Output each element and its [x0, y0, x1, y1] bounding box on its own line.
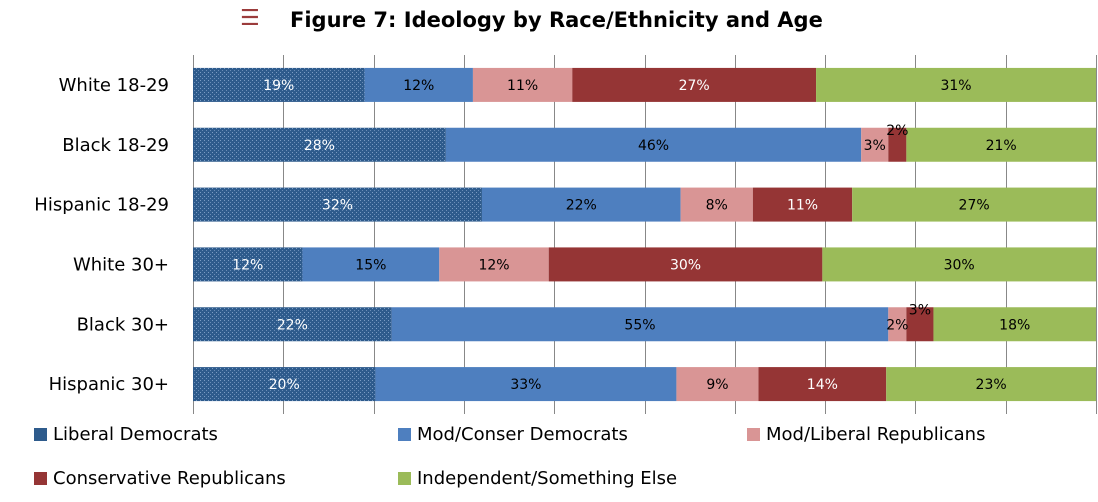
data-label: 11%: [787, 198, 818, 214]
bar-segment: [445, 127, 862, 162]
bar-segment: [906, 127, 1096, 162]
legend-label: Liberal Democrats: [53, 424, 218, 445]
legend-swatch: [34, 472, 47, 485]
data-label: 31%: [940, 78, 971, 94]
data-label: 11%: [507, 78, 538, 94]
bar-segment: [375, 367, 677, 402]
bar-segment: [852, 187, 1096, 222]
data-label: 27%: [679, 78, 710, 94]
bar-segment: [481, 187, 681, 222]
legend-swatch: [747, 428, 760, 441]
data-label: 18%: [999, 317, 1030, 333]
data-label: 30%: [944, 257, 975, 273]
legend-item: Independent/Something Else: [398, 468, 677, 489]
data-label: 21%: [986, 138, 1017, 154]
bar-segment: [302, 247, 440, 282]
bar-segment: [439, 247, 549, 282]
legend-item: Conservative Republicans: [34, 468, 286, 489]
legend-item: Mod/Conser Democrats: [398, 424, 628, 445]
category-label: Hispanic 18-29: [34, 195, 169, 216]
menu-icon[interactable]: ☰: [240, 6, 260, 31]
data-label: 19%: [263, 78, 294, 94]
bar-segment: [548, 247, 823, 282]
category-label: White 30+: [73, 254, 169, 275]
data-label: 15%: [355, 257, 386, 273]
data-label: 28%: [304, 138, 335, 154]
category-label: Hispanic 30+: [49, 374, 169, 395]
data-label: 3%: [909, 302, 931, 318]
data-label: 55%: [624, 317, 655, 333]
category-label: Black 18-29: [62, 135, 169, 156]
legend-label: Mod/Liberal Republicans: [766, 424, 986, 445]
legend-swatch: [398, 472, 411, 485]
bar-segment: [193, 247, 303, 282]
data-label: 2%: [886, 317, 908, 333]
bar-segment: [193, 67, 365, 102]
bar-segment: [364, 67, 473, 102]
data-label: 46%: [638, 138, 669, 154]
data-label: 22%: [566, 198, 597, 214]
legend-label: Conservative Republicans: [53, 468, 286, 489]
data-label: 9%: [706, 377, 728, 393]
legend: Liberal Democrats Mod/Conser Democrats Mod…: [34, 424, 1084, 502]
legend-item: Liberal Democrats: [34, 424, 218, 445]
bar-segment: [193, 367, 376, 402]
data-label: 12%: [232, 257, 263, 273]
bar-segment: [572, 67, 817, 102]
category-label: Black 30+: [77, 314, 169, 335]
category-label: White 18-29: [59, 75, 169, 96]
chart-title: Figure 7: Ideology by Race/Ethnicity and…: [290, 8, 823, 32]
bar-segment: [888, 127, 907, 162]
bar-segment: [472, 67, 573, 102]
data-label: 20%: [269, 377, 300, 393]
legend-item: Mod/Liberal Republicans: [747, 424, 985, 445]
data-label: 27%: [959, 198, 990, 214]
category-labels: White 18-29 Black 18-29 Hispanic 18-29 Whit…: [34, 75, 169, 395]
bar-segment: [193, 307, 392, 342]
stacked-bar-chart: 19% 12% 11% 27% 31%28% 46% 3%2%21%32% 22% 8% 11% 2…: [34, 55, 1097, 414]
legend-label: Mod/Conser Democrats: [417, 424, 628, 445]
bar-segment: [822, 247, 1096, 282]
bar-segment: [886, 367, 1096, 402]
data-label: 30%: [670, 257, 701, 273]
bar-segment: [752, 187, 853, 222]
chart-header: ☰ Figure 7: Ideology by Race/Ethnicity a…: [0, 0, 1098, 44]
data-label: 3%: [864, 138, 886, 154]
bar-segment: [861, 127, 889, 162]
legend-swatch: [34, 428, 47, 441]
bar-segment: [676, 367, 759, 402]
data-label: 12%: [403, 78, 434, 94]
data-label: 12%: [478, 257, 509, 273]
data-label: 8%: [706, 198, 728, 214]
legend-label: Independent/Something Else: [417, 468, 678, 489]
bar-segment: [816, 67, 1096, 102]
data-label: 14%: [807, 377, 838, 393]
bar-segment: [193, 187, 482, 222]
data-labels: 19% 12% 11% 27% 31%28% 46% 3%2%21%32% 22% 8% 11% 2…: [232, 78, 1030, 393]
data-label: 32%: [322, 198, 353, 214]
bar-segment: [391, 307, 889, 342]
data-label: 33%: [510, 377, 541, 393]
legend-swatch: [398, 428, 411, 441]
bar-segment: [758, 367, 887, 402]
data-label: 2%: [886, 123, 908, 139]
data-label: 22%: [277, 317, 308, 333]
bar-segment: [193, 127, 446, 162]
grid-lines: [193, 55, 1097, 414]
bar-segment: [933, 307, 1096, 342]
bars: [193, 67, 1096, 402]
bar-segment: [888, 307, 907, 342]
bar-segment: [680, 187, 753, 222]
data-label: 23%: [976, 377, 1007, 393]
bar-segment: [906, 307, 934, 342]
